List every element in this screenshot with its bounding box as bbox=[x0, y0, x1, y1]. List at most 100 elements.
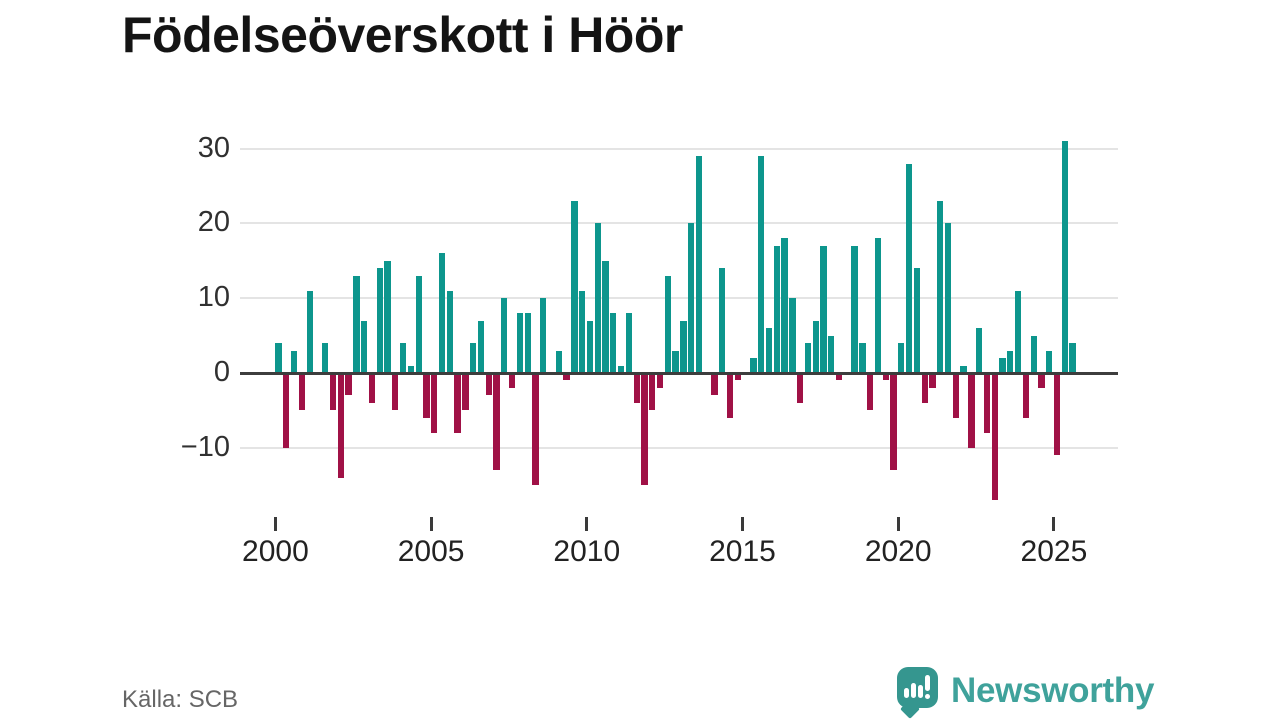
bar-2003Q4 bbox=[392, 373, 399, 411]
newsworthy-logo: Newsworthy bbox=[897, 665, 1155, 719]
bar-2009Q4 bbox=[579, 290, 586, 373]
bar-2017Q3 bbox=[820, 245, 827, 373]
bar-2002Q2 bbox=[345, 373, 352, 396]
bar-2010Q3 bbox=[602, 260, 609, 373]
gridline-30 bbox=[240, 147, 1118, 150]
bar-2017Q1 bbox=[804, 343, 812, 373]
newsworthy-logo-icon bbox=[897, 666, 939, 719]
bar-2021Q3 bbox=[944, 223, 952, 373]
bar-2009Q1 bbox=[555, 350, 562, 373]
bar-2014Q3 bbox=[726, 373, 734, 418]
bar-2019Q1 bbox=[867, 373, 874, 411]
zero-line bbox=[240, 371, 1118, 375]
y-axis-tick-label: 20 bbox=[197, 206, 230, 239]
bar-2004Q4 bbox=[423, 373, 430, 418]
x-axis-tick-2000 bbox=[273, 517, 277, 531]
bar-2024Q2 bbox=[1030, 335, 1037, 373]
bar-2006Q4 bbox=[485, 373, 492, 396]
y-axis-tick-label: −10 bbox=[180, 430, 230, 463]
bar-2012Q1 bbox=[649, 373, 656, 411]
bar-2017Q2 bbox=[812, 320, 819, 373]
bar-2010Q4 bbox=[610, 313, 617, 373]
bar-2024Q1 bbox=[1022, 373, 1030, 418]
bar-2006Q1 bbox=[462, 373, 469, 411]
x-axis-tick-2005 bbox=[429, 517, 433, 531]
bar-2001Q3 bbox=[322, 343, 329, 373]
bar-2004Q3 bbox=[415, 275, 422, 373]
newsworthy-logo-text: Newsworthy bbox=[951, 671, 1155, 710]
bar-2000Q3 bbox=[290, 350, 298, 373]
bar-2005Q1 bbox=[431, 373, 438, 433]
bar-2019Q3 bbox=[882, 373, 889, 381]
bar-2015Q3 bbox=[758, 156, 765, 373]
bar-2011Q2 bbox=[625, 313, 633, 373]
bar-2008Q1 bbox=[524, 313, 531, 373]
x-axis-tick-label: 2015 bbox=[709, 535, 776, 568]
bar-2006Q2 bbox=[470, 343, 477, 373]
bar-2019Q4 bbox=[890, 373, 897, 471]
bar-2008Q2 bbox=[532, 373, 539, 486]
bar-2005Q4 bbox=[454, 373, 461, 433]
x-axis-tick-label: 2010 bbox=[553, 535, 621, 568]
bar-2021Q4 bbox=[952, 373, 959, 418]
bar-2009Q3 bbox=[571, 200, 578, 373]
bar-2005Q3 bbox=[446, 290, 453, 373]
y-axis-tick-label: 30 bbox=[197, 131, 230, 164]
bar-2023Q3 bbox=[1007, 350, 1014, 373]
bar-2020Q2 bbox=[905, 163, 913, 373]
bar-2018Q4 bbox=[859, 343, 866, 373]
bar-2018Q1 bbox=[835, 373, 843, 381]
x-axis-tick-label: 2020 bbox=[864, 535, 932, 568]
logo-exclamation-dot-icon bbox=[925, 694, 930, 699]
bar-2011Q1 bbox=[617, 365, 625, 373]
bar-2014Q4 bbox=[734, 373, 741, 381]
logo-exclamation-icon bbox=[925, 675, 930, 691]
logo-mini-bar-icon bbox=[904, 688, 909, 698]
bar-2016Q2 bbox=[781, 238, 788, 373]
bar-2011Q3 bbox=[633, 373, 640, 403]
bar-2005Q2 bbox=[438, 253, 446, 373]
bar-2019Q2 bbox=[874, 238, 882, 373]
chart-title: Födelseöverskott i Höör bbox=[122, 7, 683, 63]
bar-2020Q4 bbox=[921, 373, 928, 403]
bar-2020Q1 bbox=[898, 343, 905, 373]
bar-2016Q1 bbox=[773, 245, 780, 373]
x-axis-tick-label: 2005 bbox=[397, 535, 465, 568]
bar-2025Q2 bbox=[1061, 141, 1068, 373]
bar-2013Q1 bbox=[680, 320, 687, 373]
bar-2003Q1 bbox=[368, 373, 376, 403]
gridline--10 bbox=[240, 446, 1118, 449]
bar-2025Q1 bbox=[1053, 373, 1061, 456]
bar-2011Q4 bbox=[641, 373, 648, 486]
x-axis-tick-label: 2000 bbox=[242, 535, 309, 568]
bar-2001Q1 bbox=[306, 290, 313, 373]
y-axis-tick-label: 10 bbox=[197, 281, 230, 314]
bar-2000Q1 bbox=[275, 343, 282, 373]
bar-2014Q2 bbox=[719, 268, 726, 373]
bar-2024Q4 bbox=[1046, 350, 1053, 373]
bar-2021Q2 bbox=[937, 200, 944, 373]
x-axis-tick-2010 bbox=[585, 517, 589, 531]
x-axis-tick-2015 bbox=[741, 517, 744, 531]
bar-2009Q2 bbox=[563, 373, 570, 381]
gridline-10 bbox=[240, 297, 1118, 300]
bar-2015Q4 bbox=[765, 328, 773, 373]
bar-2022Q4 bbox=[983, 373, 991, 433]
bar-2008Q3 bbox=[540, 298, 547, 373]
bar-2023Q4 bbox=[1014, 290, 1022, 373]
logo-speech-bubble bbox=[897, 667, 938, 708]
x-axis-tick-label: 2025 bbox=[1020, 535, 1088, 568]
gridline-20 bbox=[240, 222, 1118, 225]
bar-2025Q3 bbox=[1069, 343, 1076, 373]
bar-2014Q1 bbox=[711, 373, 718, 396]
bar-2013Q3 bbox=[695, 156, 703, 373]
bar-2021Q1 bbox=[929, 373, 936, 388]
bar-2002Q1 bbox=[337, 373, 344, 478]
bar-2023Q1 bbox=[991, 373, 998, 501]
bar-2010Q1 bbox=[586, 320, 594, 373]
bar-2007Q2 bbox=[501, 298, 508, 373]
logo-mini-bar-icon bbox=[918, 685, 923, 698]
bar-2010Q2 bbox=[594, 223, 601, 373]
bar-2000Q4 bbox=[298, 373, 306, 411]
